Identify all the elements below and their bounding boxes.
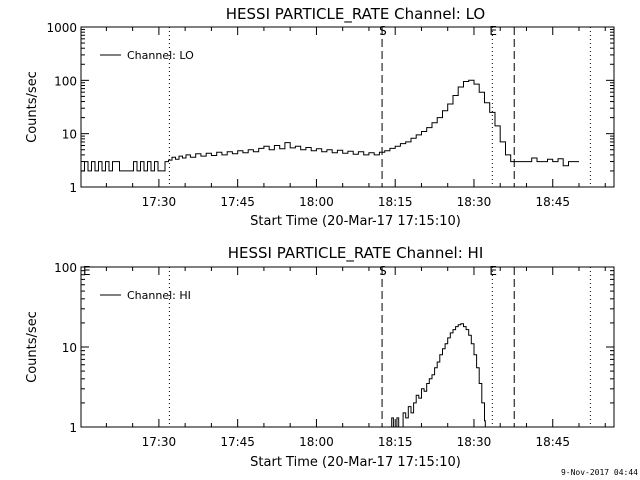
x-axis-label: Start Time (20-Mar-17 17:15:10) (250, 455, 461, 470)
y-axis-label: Counts/sec (25, 71, 40, 143)
x-axis-label: Start Time (20-Mar-17 17:15:10) (250, 214, 461, 229)
series-line-lo (81, 79, 579, 172)
x-tick-label: 18:45 (535, 195, 570, 209)
marker-label: E (83, 264, 91, 278)
x-tick-label: 18:00 (299, 195, 334, 209)
x-tick-label: 17:30 (142, 195, 177, 209)
legend-label: Channel: LO (127, 49, 194, 62)
y-tick-label: 100 (54, 261, 77, 275)
y-tick-label: 100 (54, 74, 77, 88)
x-tick-label: 17:30 (142, 435, 177, 449)
y-tick-label: 1000 (46, 21, 77, 35)
y-tick-label: 10 (62, 128, 77, 142)
x-tick-label: 18:45 (535, 435, 570, 449)
y-axis-label: Counts/sec (25, 311, 40, 383)
legend-label: Channel: HI (127, 289, 191, 302)
marker-label: S (379, 24, 387, 38)
x-tick-label: 18:15 (378, 195, 413, 209)
y-tick-label: 1 (69, 421, 77, 435)
marker-label: E (489, 24, 497, 38)
y-tick-label: 1 (69, 181, 77, 195)
y-tick-label: 10 (62, 341, 77, 355)
lo-channel-panel: HESSI PARTICLE_RATE Channel: LO Counts/se… (25, 5, 615, 229)
chart-title: HESSI PARTICLE_RATE Channel: HI (228, 244, 484, 263)
x-tick-label: 18:30 (457, 435, 492, 449)
x-tick-label: 18:00 (299, 435, 334, 449)
marker-label: S (379, 264, 387, 278)
plot-frame (80, 26, 615, 188)
x-tick-label: 18:15 (378, 435, 413, 449)
x-tick-label: 17:45 (220, 435, 255, 449)
x-tick-label: 18:30 (457, 195, 492, 209)
x-tick-label: 17:45 (220, 195, 255, 209)
marker-label: E (489, 264, 497, 278)
timestamp: 9-Nov-2017 04:44 (561, 468, 638, 477)
chart-title: HESSI PARTICLE_RATE Channel: LO (226, 5, 485, 24)
series-line-hi (386, 323, 486, 428)
hi-channel-panel: HESSI PARTICLE_RATE Channel: HI Counts/se… (25, 244, 615, 470)
